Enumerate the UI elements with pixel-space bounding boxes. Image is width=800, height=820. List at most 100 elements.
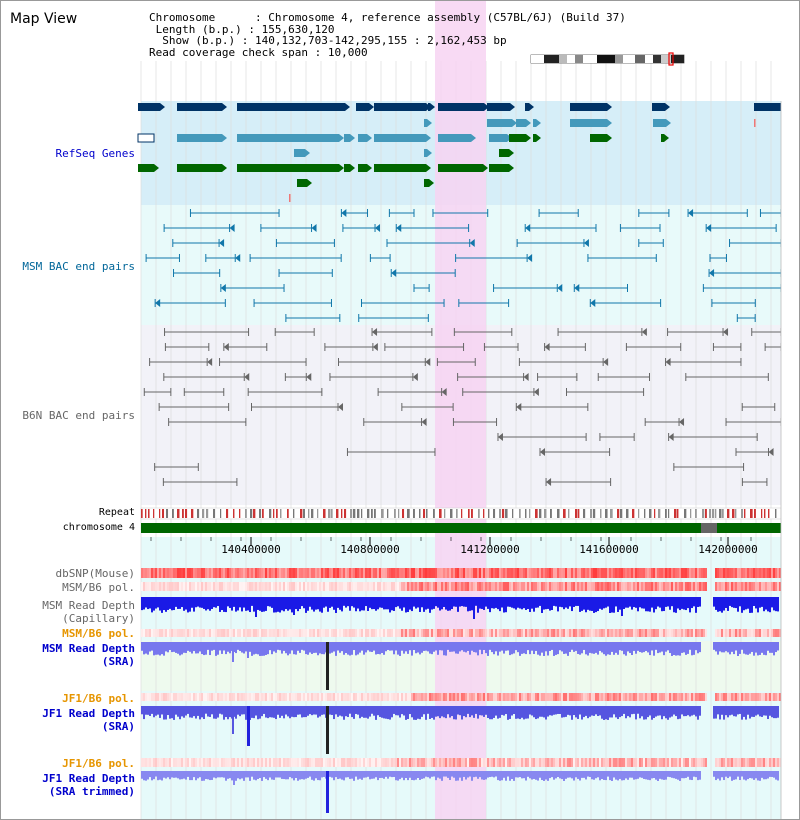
depth-bar — [655, 771, 657, 780]
heat-cell — [779, 629, 781, 637]
depth-bar — [235, 642, 237, 654]
repeat-element — [488, 509, 490, 518]
depth-bar — [685, 771, 687, 778]
heat-cell — [503, 693, 505, 701]
track-label-msm-sra[interactable]: (SRA) — [101, 655, 135, 668]
depth-bar — [279, 642, 281, 651]
gene-arrow — [339, 134, 344, 142]
depth-bar — [479, 771, 481, 778]
depth-bar — [171, 642, 173, 653]
heat-cell — [533, 693, 535, 701]
gene-arrow — [369, 103, 374, 111]
depth-bar — [525, 597, 527, 610]
heat-cell — [143, 582, 145, 591]
depth-bar — [677, 706, 679, 720]
heat-cell — [187, 693, 189, 701]
heat-cell — [771, 693, 773, 701]
heat-cell — [269, 693, 271, 701]
depth-bar — [167, 597, 169, 610]
repeat-element — [367, 509, 370, 518]
heat-cell — [277, 629, 279, 637]
heat-cell — [179, 629, 181, 637]
heat-cell — [289, 568, 291, 578]
depth-bar — [181, 771, 183, 780]
depth-bar — [439, 642, 441, 651]
heat-cell — [159, 582, 161, 591]
heat-cell — [213, 629, 215, 637]
heat-cell — [479, 568, 481, 578]
heat-cell — [737, 629, 739, 637]
gene-feature — [424, 149, 427, 157]
depth-bar — [583, 597, 585, 610]
depth-bar — [263, 706, 265, 714]
repeat-element — [695, 509, 697, 518]
heat-cell — [259, 758, 261, 767]
depth-bar — [625, 706, 627, 719]
heat-cell — [285, 758, 287, 767]
heat-cell — [197, 629, 199, 637]
track-label-msm-b6-pol-2[interactable]: MSM/B6 pol. — [62, 627, 135, 640]
track-label-capillary[interactable]: (Capillary) — [62, 612, 135, 625]
heat-cell — [223, 582, 225, 591]
heat-cell — [447, 693, 449, 701]
repeat-element — [381, 509, 384, 518]
track-label-msm-depth-sra[interactable]: MSM Read Depth — [42, 642, 135, 655]
heat-cell — [141, 758, 143, 767]
heat-cell — [313, 582, 315, 591]
depth-bar — [159, 771, 161, 780]
track-label-chromosome[interactable]: chromosome 4 — [62, 522, 135, 533]
depth-bar — [195, 597, 197, 608]
heat-cell — [275, 758, 277, 767]
depth-bar — [595, 771, 597, 779]
heat-cell — [331, 629, 333, 637]
track-label-b6n-bac[interactable]: B6N BAC end pairs — [22, 409, 135, 422]
track-label-sra-trimmed[interactable]: (SRA trimmed) — [48, 785, 135, 798]
repeat-element — [444, 509, 446, 518]
heat-cell — [335, 758, 337, 767]
track-label-refseq[interactable]: RefSeq Genes — [55, 147, 135, 160]
track-label-repeat[interactable]: Repeat — [98, 507, 135, 518]
track-label-dbsnp[interactable]: dbSNP(Mouse) — [55, 567, 135, 580]
heat-cell — [511, 568, 513, 578]
heat-cell — [719, 758, 721, 767]
depth-bar — [373, 642, 375, 651]
heat-cell — [503, 758, 505, 767]
bac-end-arrow — [544, 343, 550, 351]
heat-cell — [189, 758, 191, 767]
heat-cell — [395, 582, 397, 591]
heat-cell — [323, 582, 325, 591]
depth-bar — [625, 642, 627, 656]
track-label-msm-bac[interactable]: MSM BAC end pairs — [22, 260, 135, 273]
heat-cell — [149, 758, 151, 767]
repeat-element — [583, 509, 586, 518]
depth-bar — [307, 642, 309, 655]
track-label-jf1-b6-pol-1[interactable]: JF1/B6 pol. — [62, 692, 135, 705]
depth-bar — [319, 642, 321, 654]
track-label-msm-depth-capillary[interactable]: MSM Read Depth — [42, 599, 135, 612]
heat-cell — [773, 568, 775, 578]
heat-cell — [243, 568, 245, 578]
heat-cell — [567, 758, 569, 767]
track-label-jf1-depth-sra[interactable]: JF1 Read Depth — [42, 707, 135, 720]
depth-bar — [631, 642, 633, 656]
depth-bar — [141, 642, 143, 651]
heat-cell — [347, 693, 349, 701]
heat-cell — [651, 582, 653, 591]
heat-cell — [567, 568, 569, 578]
depth-bar — [725, 597, 727, 608]
heat-cell — [609, 582, 611, 591]
heat-cell — [477, 568, 479, 578]
track-label-jf1-depth-trimmed[interactable]: JF1 Read Depth — [42, 772, 135, 785]
depth-bar — [145, 642, 147, 654]
depth-bar — [191, 642, 193, 654]
depth-bar — [571, 706, 573, 720]
depth-bar — [587, 597, 589, 610]
heat-cell — [739, 758, 741, 767]
heat-cell — [447, 629, 449, 637]
track-label-msm-b6-pol-1[interactable]: MSM/B6 pol. — [62, 581, 135, 594]
track-label-jf1-sra[interactable]: (SRA) — [101, 720, 135, 733]
depth-bar — [463, 642, 465, 652]
heat-cell — [717, 758, 719, 767]
track-label-jf1-b6-pol-2[interactable]: JF1/B6 pol. — [62, 757, 135, 770]
